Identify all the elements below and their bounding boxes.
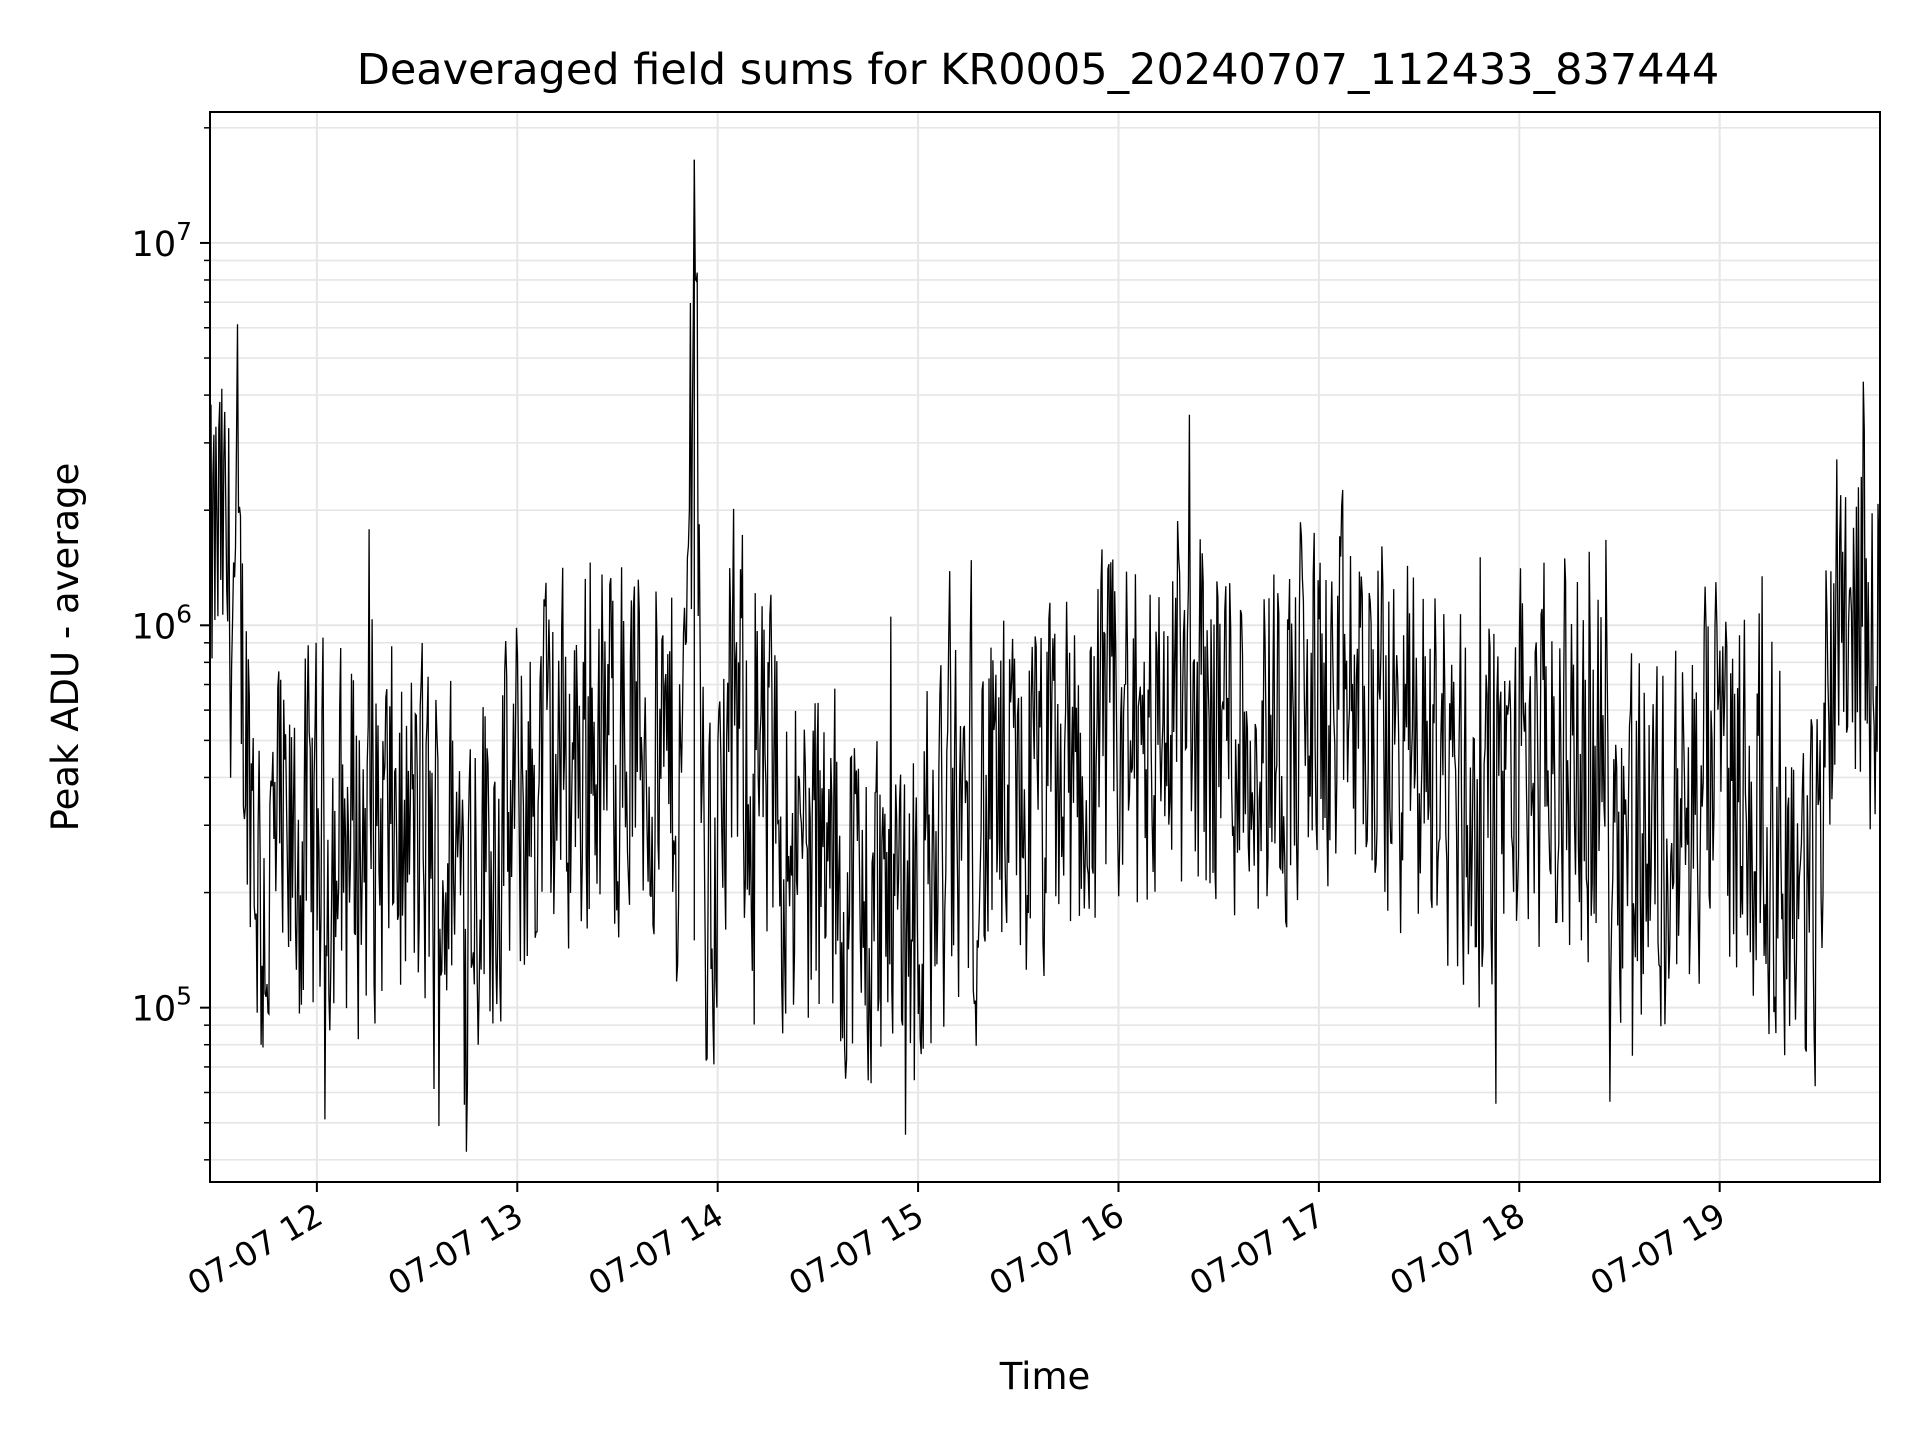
y-tick-label: 107 <box>132 217 192 265</box>
y-axis-label: Peak ADU - average <box>44 463 87 832</box>
chart-title: Deaveraged field sums for KR0005_2024070… <box>357 45 1720 95</box>
series <box>209 159 1881 1152</box>
series-line <box>209 159 1881 1152</box>
x-axis-label: Time <box>999 1355 1091 1398</box>
plot-frame <box>209 111 1881 1183</box>
